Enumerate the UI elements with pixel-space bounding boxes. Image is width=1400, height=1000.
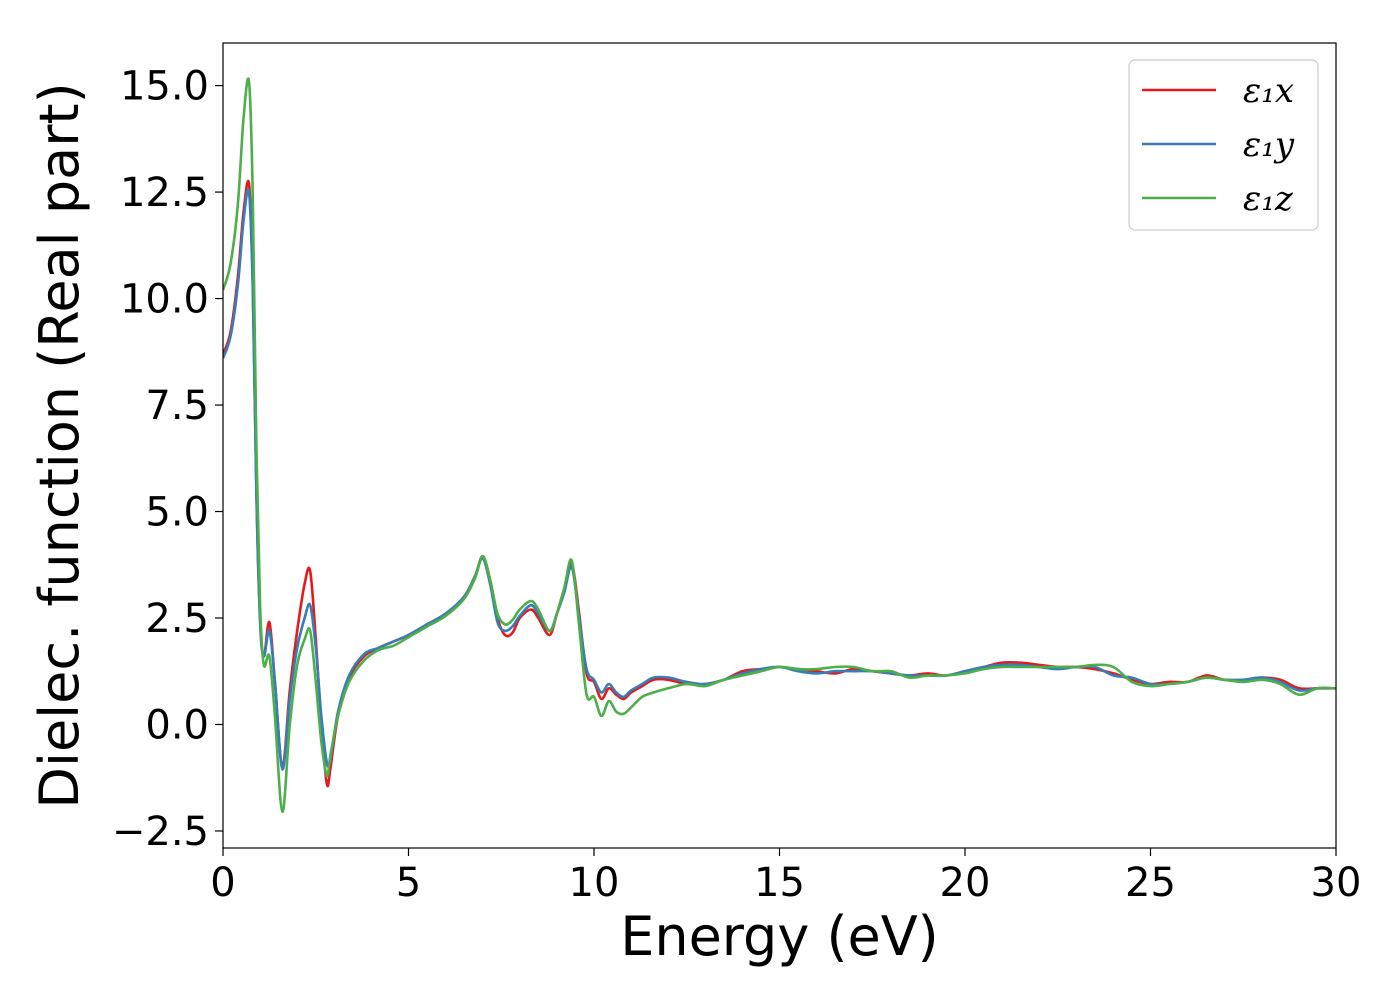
x-tick-label: 15: [754, 860, 805, 906]
y-tick-label: 12.5: [120, 170, 209, 216]
y-tick-label: 5.0: [145, 490, 209, 536]
y-axis-ticks: −2.5 0.0 2.5 5.0 7.5 10.0 12.5 15.0: [112, 64, 223, 855]
y-tick-label: 0.0: [145, 702, 209, 748]
y-tick-label: 7.5: [145, 383, 209, 429]
y-tick-label: 15.0: [120, 64, 209, 110]
plot-lines: [223, 77, 1336, 814]
legend-label-3: ε₁z: [1243, 179, 1294, 219]
y-axis-title: Dielec. function (Real part): [28, 82, 91, 808]
x-tick-label: 0: [210, 860, 235, 906]
legend-label-2: ε₁y: [1243, 125, 1295, 165]
x-tick-label: 25: [1125, 860, 1176, 906]
legend-box: [1128, 59, 1319, 231]
series-line-3: [223, 77, 1336, 814]
x-axis-ticks: 0 5 10 15 20 25 30: [210, 848, 1361, 906]
x-tick-label: 5: [396, 860, 421, 906]
y-tick-label: −2.5: [112, 809, 209, 855]
x-axis-title: Energy (eV): [620, 905, 939, 968]
x-tick-label: 30: [1311, 860, 1362, 906]
x-tick-label: 10: [569, 860, 620, 906]
legend-label-1: ε₁x: [1243, 71, 1294, 111]
y-tick-label: 10.0: [120, 277, 209, 323]
y-tick-label: 2.5: [145, 596, 209, 642]
legend: ε₁x ε₁y ε₁z: [1128, 59, 1319, 231]
series-line-1: [223, 179, 1336, 788]
series-line-2: [223, 188, 1336, 771]
x-tick-label: 20: [940, 860, 991, 906]
